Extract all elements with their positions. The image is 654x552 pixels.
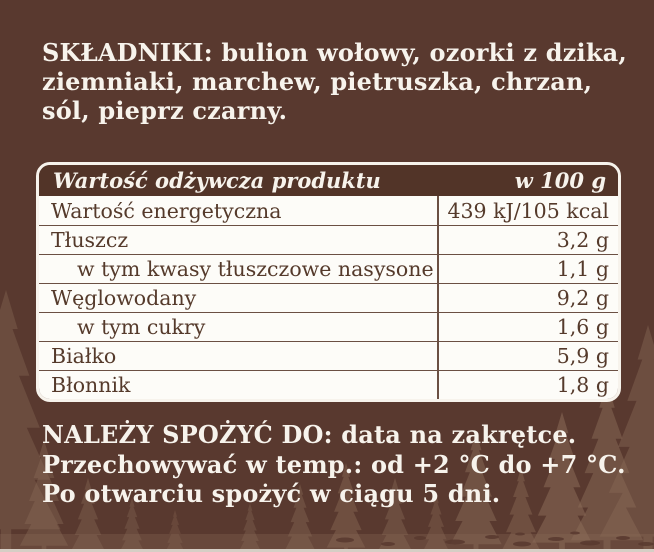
row-value: 9,2 g (436, 284, 618, 312)
row-value: 5,9 g (436, 342, 618, 370)
storage-info: NALEŻY SPOŻYĆ DO: data na zakrętce. Prze… (42, 420, 626, 509)
storage-line-temperature: Przechowywać w temp.: od +2 °C do +7 °C. (42, 449, 626, 479)
nutrition-table-body: Wartość energetyczna 439 kJ/105 kcal Tłu… (39, 196, 618, 399)
row-value: 1,1 g (436, 255, 618, 283)
table-row: Tłuszcz 3,2 g (39, 225, 618, 254)
row-label: Błonnik (51, 373, 131, 397)
row-value: 3,2 g (436, 226, 618, 254)
row-label: w tym kwasy tłuszczowe nasysone (77, 257, 434, 281)
row-label: Węglowodany (51, 286, 197, 310)
row-value: 1,6 g (436, 313, 618, 341)
row-label: w tym cukry (77, 315, 206, 339)
nutrition-header-title: Wartość odżywcza produktu (53, 168, 381, 193)
table-row: w tym cukry 1,6 g (39, 312, 618, 341)
row-label: Białko (51, 344, 117, 368)
label-bottom-edge (0, 549, 654, 552)
row-value: 1,8 g (436, 371, 618, 399)
row-label: Tłuszcz (51, 228, 129, 252)
nutrition-table-header: Wartość odżywcza produktu w 100 g (39, 165, 618, 196)
table-row: Białko 5,9 g (39, 341, 618, 370)
table-row: w tym kwasy tłuszczowe nasysone 1,1 g (39, 254, 618, 283)
table-row: Wartość energetyczna 439 kJ/105 kcal (39, 196, 618, 225)
nutrition-header-per100g: w 100 g (514, 168, 606, 193)
row-value: 439 kJ/105 kcal (436, 196, 618, 225)
nutrition-table: Wartość odżywcza produktu w 100 g Wartoś… (36, 162, 621, 402)
table-row: Błonnik 1,8 g (39, 370, 618, 399)
storage-line-after-opening: Po otwarciu spożyć w ciągu 5 dni. (42, 479, 501, 508)
row-label: Wartość energetyczna (51, 198, 282, 223)
storage-line-best-before: NALEŻY SPOŻYĆ DO: data na zakrętce. (42, 420, 577, 449)
table-row: Węglowodany 9,2 g (39, 283, 618, 312)
ingredients-text: SKŁADNIKI: bulion wołowy, ozorki z dzika… (42, 38, 627, 125)
